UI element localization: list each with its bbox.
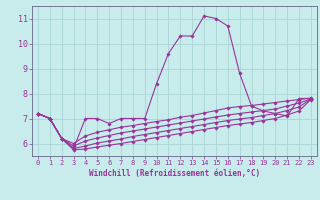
X-axis label: Windchill (Refroidissement éolien,°C): Windchill (Refroidissement éolien,°C) <box>89 169 260 178</box>
